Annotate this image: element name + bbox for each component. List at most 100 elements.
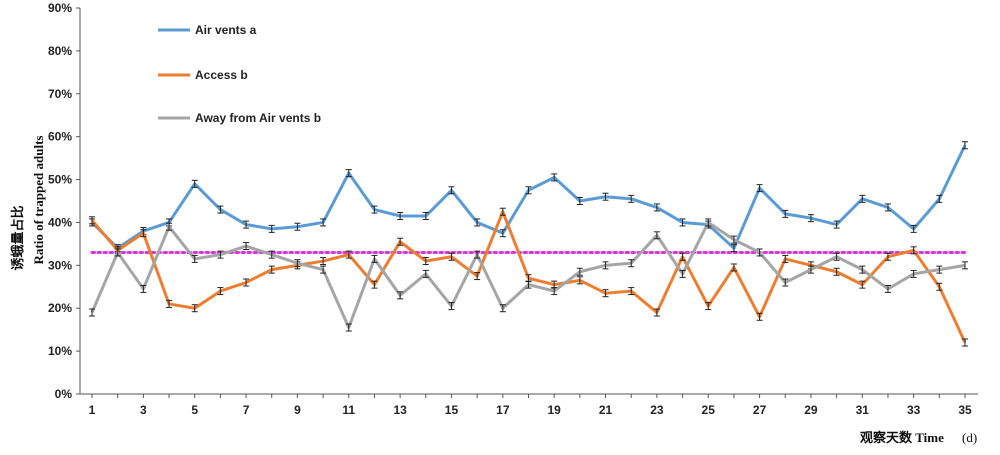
error-bar [602, 289, 609, 298]
error-bar [217, 205, 224, 214]
y-tick-label: 90% [48, 1, 72, 15]
error-bar [345, 250, 352, 259]
error-bar [448, 186, 455, 195]
error-bar [576, 197, 583, 205]
y-tick-labels: 0% 10% 20% 30% 40% 50% 60% 70% 80% 90% [48, 1, 80, 401]
error-bar [628, 287, 635, 296]
error-bar [705, 302, 712, 311]
series-1 [89, 141, 968, 253]
error-bar [936, 282, 943, 291]
x-tick-label: 13 [393, 403, 407, 417]
x-tick-label: 1 [89, 403, 96, 417]
error-bar [551, 173, 558, 182]
error-bar [397, 237, 404, 246]
x-tick-label: 15 [445, 403, 459, 417]
error-bar [628, 194, 635, 203]
error-bar [602, 192, 609, 201]
error-bar [345, 169, 352, 178]
error-bar [217, 250, 224, 259]
y-tick-label: 10% [48, 344, 72, 358]
error-bar [910, 246, 917, 255]
error-bar [166, 299, 173, 308]
error-bar [422, 257, 429, 266]
error-bar [320, 218, 327, 227]
error-bar [653, 308, 660, 317]
y-axis-title-en: Ratio of trapped adults [31, 136, 46, 265]
error-bar [807, 214, 814, 223]
legend-item: Away from Air vents b [158, 111, 321, 125]
error-bar [884, 203, 891, 212]
error-bar [859, 194, 866, 203]
error-bar [371, 205, 378, 214]
error-bar [962, 261, 968, 270]
error-bar [833, 252, 840, 261]
error-bar [782, 209, 789, 218]
error-bar [422, 269, 429, 278]
error-bar [499, 229, 506, 238]
x-tick-label: 21 [599, 403, 613, 417]
error-bar [705, 218, 712, 227]
x-tick-label: 19 [547, 403, 561, 417]
error-bar [397, 212, 404, 221]
legend-item: Access b [158, 68, 248, 82]
series-line [90, 144, 967, 250]
error-bar [653, 231, 660, 240]
error-bar [962, 338, 968, 347]
error-bar [679, 218, 686, 227]
error-bar [268, 224, 275, 233]
x-tick-labels: 1 3 5 7 9 11 13 15 17 19 21 23 25 27 29 31 33 35 [89, 394, 972, 417]
x-tick-label: 5 [191, 403, 198, 417]
error-bar [294, 259, 301, 268]
legend-label: Access b [195, 68, 248, 82]
x-tick-label: 29 [804, 403, 818, 417]
error-bar [191, 179, 198, 188]
legend-label: Away from Air vents b [195, 111, 321, 125]
error-bar [448, 252, 455, 261]
error-bar [191, 304, 198, 313]
axes [79, 8, 978, 395]
error-bar [243, 278, 250, 287]
x-tick-label: 17 [496, 403, 510, 417]
error-bar [807, 265, 814, 274]
error-bar [474, 218, 481, 227]
error-bar [910, 269, 917, 278]
error-bar [859, 265, 866, 274]
error-bar [448, 302, 455, 311]
error-bar [628, 259, 635, 268]
y-tick-label: 50% [48, 173, 72, 187]
x-tick-label: 9 [294, 403, 301, 417]
error-bar [114, 248, 121, 257]
error-bar [756, 184, 763, 193]
x-tick-label: 27 [753, 403, 767, 417]
error-bar [525, 186, 532, 195]
error-bar [268, 265, 275, 274]
error-bar [884, 284, 891, 293]
error-bar [576, 276, 583, 285]
error-bar [371, 280, 378, 289]
x-axis-title: 观察天数 Time [860, 430, 944, 445]
y-tick-label: 60% [48, 130, 72, 144]
error-bar [474, 250, 481, 259]
y-tick-label: 0% [55, 387, 73, 401]
error-bar [679, 252, 686, 261]
x-tick-label: 7 [243, 403, 250, 417]
error-bar [294, 222, 301, 231]
error-bar [910, 224, 917, 233]
x-tick-label: 25 [702, 403, 716, 417]
x-tick-label: 31 [856, 403, 870, 417]
error-bar [345, 323, 352, 332]
error-bar [833, 220, 840, 229]
error-bar [936, 194, 943, 203]
error-bar [730, 235, 737, 244]
error-bar [217, 287, 224, 296]
error-bar [474, 272, 481, 281]
error-bar [243, 242, 250, 251]
error-bar [89, 308, 95, 317]
error-bar [140, 284, 147, 293]
error-bar [551, 287, 558, 296]
error-bar [962, 141, 968, 150]
error-bar [525, 280, 532, 289]
error-bar [499, 207, 506, 216]
error-bar [268, 250, 275, 259]
